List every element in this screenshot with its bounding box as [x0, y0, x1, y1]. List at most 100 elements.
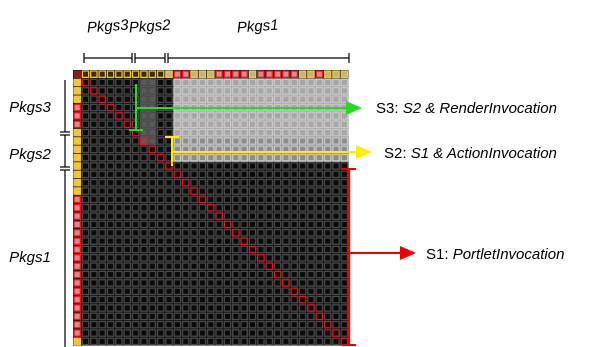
left-border-cell [73, 304, 81, 312]
matrix-cell [273, 195, 282, 204]
matrix-cell [81, 220, 90, 229]
matrix-cell [131, 203, 140, 212]
matrix-cell [181, 270, 190, 279]
top-border-cell [115, 70, 123, 78]
matrix-cell [307, 195, 315, 204]
matrix-cell [115, 195, 123, 204]
left-border-cell [73, 245, 81, 254]
matrix-cell [332, 95, 340, 104]
matrix-cell [198, 137, 207, 145]
left-label-pkgs2: Pkgs2 [9, 146, 51, 163]
matrix-cell [140, 162, 148, 170]
matrix-cell [206, 262, 215, 271]
matrix-cell [90, 279, 98, 287]
matrix-cell [190, 228, 198, 237]
matrix-cell [106, 329, 115, 337]
matrix-cell [265, 237, 274, 245]
matrix-cell [165, 254, 173, 262]
matrix-cell [181, 195, 190, 204]
diagonal-cell [257, 254, 265, 262]
matrix-cell [156, 220, 165, 229]
matrix-cell [140, 320, 148, 329]
matrix-cell [106, 87, 115, 95]
matrix-cell [265, 87, 274, 95]
matrix-cell [115, 304, 123, 312]
matrix-cell [273, 287, 282, 296]
matrix-cell [282, 195, 290, 204]
matrix-cell [198, 228, 207, 237]
matrix-cell [298, 112, 307, 120]
diagonal-cell [315, 312, 324, 321]
matrix-cell [90, 153, 98, 162]
matrix-cell [106, 312, 115, 321]
matrix-cell [307, 279, 315, 287]
diagonal-cell [323, 320, 332, 329]
matrix-cell [231, 178, 240, 187]
matrix-cell [140, 170, 148, 179]
top-border-cell [156, 70, 165, 78]
matrix-cell [165, 112, 173, 120]
matrix-cell [181, 87, 190, 95]
matrix-cell [307, 254, 315, 262]
matrix-cell [90, 220, 98, 229]
matrix-cell [290, 95, 299, 104]
diagonal-cell [90, 87, 98, 95]
matrix-cell [298, 212, 307, 220]
matrix-cell [231, 162, 240, 170]
matrix-cell [106, 153, 115, 162]
matrix-cell [165, 87, 173, 95]
matrix-cell [181, 120, 190, 129]
matrix-cell [181, 312, 190, 321]
matrix-cell [190, 245, 198, 254]
diagonal-cell [115, 112, 123, 120]
matrix-cell [257, 228, 265, 237]
top-border-cell [315, 70, 324, 78]
matrix-cell [206, 112, 215, 120]
matrix-cell [81, 245, 90, 254]
matrix-cell [98, 262, 107, 271]
matrix-cell [340, 312, 349, 321]
matrix-cell [298, 320, 307, 329]
matrix-cell [323, 237, 332, 245]
matrix-cell [215, 270, 223, 279]
matrix-cell [248, 295, 257, 304]
left-border-cell [73, 203, 81, 212]
matrix-cell [115, 212, 123, 220]
diagonal-cell [98, 95, 107, 104]
matrix-cell [215, 254, 223, 262]
matrix-cell [181, 329, 190, 337]
top-label-pkgs1: Pkgs1 [236, 17, 279, 37]
matrix-cell [323, 279, 332, 287]
matrix-cell [273, 112, 282, 120]
matrix-cell [181, 320, 190, 329]
top-border-cell [123, 70, 132, 78]
matrix-cell [248, 87, 257, 95]
matrix-cell [332, 220, 340, 229]
matrix-cell [323, 153, 332, 162]
matrix-cell [140, 178, 148, 187]
matrix-cell [282, 220, 290, 229]
matrix-cell [173, 95, 182, 104]
matrix-cell [223, 120, 232, 129]
matrix-cell [265, 254, 274, 262]
top-border-cell [198, 70, 207, 78]
diagonal-cell [265, 262, 274, 271]
matrix-cell [273, 95, 282, 104]
matrix-cell [173, 320, 182, 329]
matrix-cell [165, 220, 173, 229]
left-border-cell [73, 220, 81, 229]
top-border-cell [332, 70, 340, 78]
matrix-cell [148, 212, 157, 220]
matrix-cell [106, 279, 115, 287]
matrix-cell [173, 78, 182, 87]
matrix-cell [173, 128, 182, 137]
matrix-cell [290, 245, 299, 254]
matrix-cell [307, 245, 315, 254]
matrix-cell [215, 320, 223, 329]
matrix-cell [282, 137, 290, 145]
matrix-cell [206, 87, 215, 95]
matrix-cell [323, 337, 332, 346]
matrix-cell [215, 220, 223, 229]
matrix-cell [231, 337, 240, 346]
matrix-cell [123, 195, 132, 204]
